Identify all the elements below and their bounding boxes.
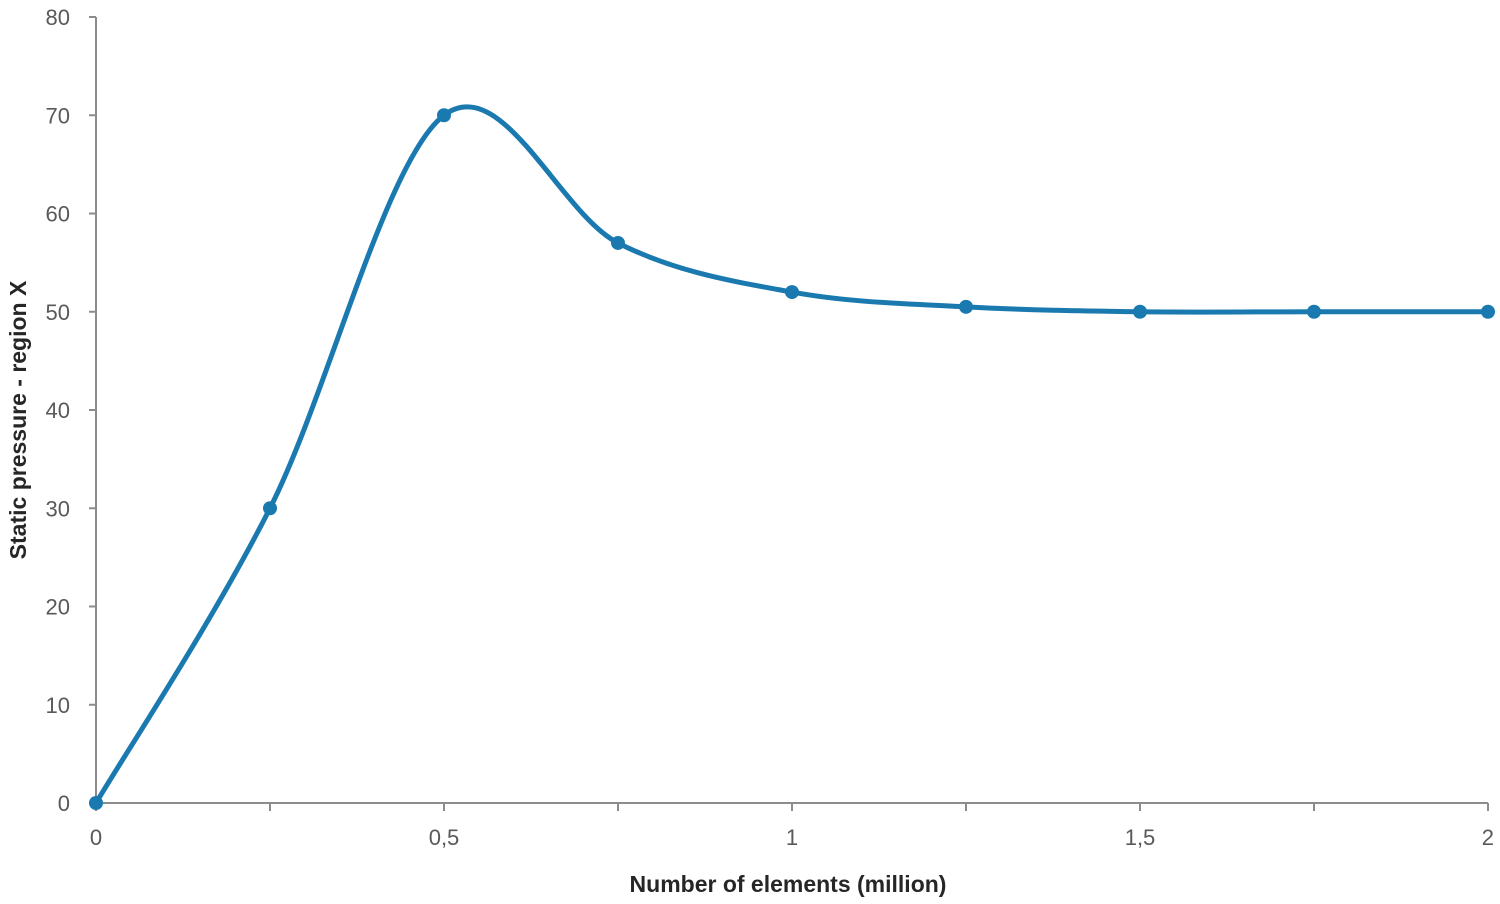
y-tick-label: 80 [46, 5, 70, 30]
x-tick-label: 1 [786, 825, 798, 850]
series-layer [89, 104, 1495, 810]
series-line [93, 104, 1491, 806]
x-tick-label: 0 [90, 825, 102, 850]
y-tick-label: 60 [46, 202, 70, 227]
y-tick-label: 30 [46, 496, 70, 521]
y-tick-label: 40 [46, 398, 70, 423]
y-tick-label: 10 [46, 693, 70, 718]
data-point [785, 285, 799, 300]
y-axis-title: Static pressure - region X [5, 280, 31, 559]
data-point [611, 235, 625, 250]
data-point [89, 796, 103, 810]
y-tick-label: 70 [46, 103, 70, 128]
data-point [1481, 304, 1495, 319]
x-axis-title: Number of elements (million) [630, 871, 947, 897]
data-point [263, 501, 277, 516]
y-tick-label: 0 [58, 791, 70, 816]
y-axis-ticks: 0 10 20 30 40 50 60 70 80 [46, 5, 96, 816]
x-tick-label: 0,5 [429, 825, 460, 850]
x-axis-ticks: 0 0,5 1 1,5 2 [90, 803, 1494, 850]
data-point [437, 108, 451, 123]
data-point [1133, 304, 1147, 319]
y-tick-label: 50 [46, 300, 70, 325]
x-tick-label: 1,5 [1125, 825, 1156, 850]
data-point [1307, 304, 1321, 319]
x-tick-label: 2 [1482, 825, 1494, 850]
y-tick-label: 20 [46, 595, 70, 620]
data-point [959, 299, 973, 314]
